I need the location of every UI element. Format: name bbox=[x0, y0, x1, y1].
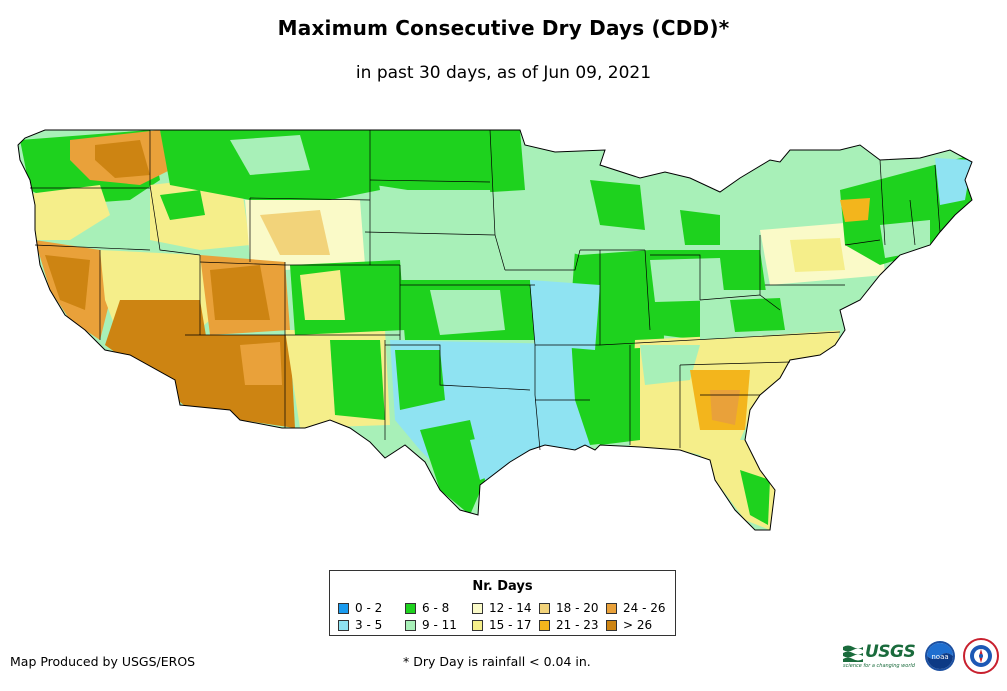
legend-label: 21 - 23 bbox=[556, 618, 599, 632]
legend-swatch bbox=[338, 620, 349, 631]
legend-label: > 26 bbox=[623, 618, 653, 632]
noaa-label: noaa bbox=[931, 653, 948, 661]
legend-title: Nr. Days bbox=[472, 579, 533, 594]
legend-swatch bbox=[606, 603, 617, 614]
legend-item-15-17: 15 - 17 bbox=[472, 618, 532, 632]
legend-label: 3 - 5 bbox=[355, 618, 383, 632]
legend-swatch bbox=[338, 603, 349, 614]
legend-item-18-20: 18 - 20 bbox=[539, 601, 599, 615]
usgs-wordmark: USGS bbox=[865, 642, 916, 662]
legend-item-0-2: 0 - 2 bbox=[338, 601, 382, 615]
legend-item-3-5: 3 - 5 bbox=[338, 618, 382, 632]
dry-day-footnote: * Dry Day is rainfall < 0.04 in. bbox=[403, 654, 591, 669]
legend: Nr. Days 0 - 2 3 - 5 6 - 8 9 - 11 12 - 1… bbox=[329, 570, 676, 636]
legend-label: 9 - 11 bbox=[422, 618, 457, 632]
legend-label: 18 - 20 bbox=[556, 601, 599, 615]
noaa-logo-icon: noaa bbox=[925, 641, 955, 671]
legend-item-9-11: 9 - 11 bbox=[405, 618, 457, 632]
legend-item-24-26: 24 - 26 bbox=[606, 601, 666, 615]
legend-label: 0 - 2 bbox=[355, 601, 383, 615]
usgs-tagline: science for a changing world bbox=[843, 663, 915, 669]
legend-swatch bbox=[606, 620, 617, 631]
legend-swatch bbox=[405, 620, 416, 631]
legend-label: 15 - 17 bbox=[489, 618, 532, 632]
legend-swatch bbox=[405, 603, 416, 614]
map-credit: Map Produced by USGS/EROS bbox=[10, 654, 196, 669]
map-subtitle: in past 30 days, as of Jun 09, 2021 bbox=[355, 63, 652, 83]
us-cdd-map bbox=[17, 129, 973, 531]
legend-swatch bbox=[472, 620, 483, 631]
legend-label: 24 - 26 bbox=[623, 601, 666, 615]
usgs-logo: USGS science for a changing world bbox=[843, 642, 921, 670]
legend-label: 6 - 8 bbox=[422, 601, 450, 615]
map-title: Maximum Consecutive Dry Days (CDD)* bbox=[277, 16, 730, 40]
usgs-wave-icon bbox=[843, 645, 863, 662]
legend-item-over-26: > 26 bbox=[606, 618, 652, 632]
legend-swatch bbox=[472, 603, 483, 614]
legend-label: 12 - 14 bbox=[489, 601, 532, 615]
legend-swatch bbox=[539, 603, 550, 614]
legend-item-21-23: 21 - 23 bbox=[539, 618, 599, 632]
legend-swatch bbox=[539, 620, 550, 631]
legend-item-6-8: 6 - 8 bbox=[405, 601, 449, 615]
legend-item-12-14: 12 - 14 bbox=[472, 601, 532, 615]
nws-logo-icon bbox=[963, 638, 999, 674]
